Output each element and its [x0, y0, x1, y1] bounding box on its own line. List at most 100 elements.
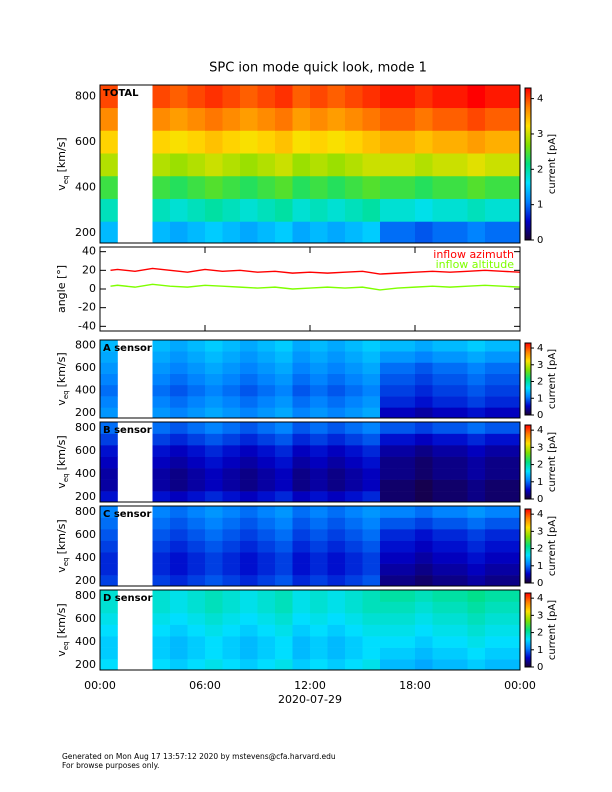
cell	[415, 153, 433, 177]
cell	[485, 153, 503, 177]
cell	[152, 647, 171, 660]
cell	[292, 153, 311, 177]
cell	[257, 175, 276, 199]
heatmap	[100, 590, 520, 670]
colorbar-tick-label: 3	[537, 526, 543, 537]
cell	[432, 552, 451, 564]
cell	[100, 340, 118, 352]
y-label-unit: [km/s]	[55, 137, 68, 172]
cell	[415, 636, 433, 648]
cell	[152, 517, 171, 530]
cell	[292, 624, 311, 637]
cell	[310, 422, 328, 434]
cell	[240, 636, 258, 648]
cell	[362, 396, 381, 408]
cell	[100, 433, 118, 446]
cell	[415, 175, 433, 199]
panel-label: C sensor	[103, 509, 151, 520]
cell	[240, 613, 258, 625]
cell	[292, 396, 311, 408]
cell	[257, 613, 276, 625]
cell	[187, 563, 206, 576]
cell	[362, 198, 381, 222]
cell	[502, 613, 520, 625]
colorbar	[524, 87, 532, 241]
cell	[222, 552, 241, 564]
cell	[152, 575, 171, 586]
cell	[205, 624, 223, 637]
cell	[380, 517, 398, 530]
cell	[327, 659, 346, 670]
cell	[187, 552, 206, 564]
cell	[432, 433, 451, 446]
cell	[415, 445, 433, 457]
cell	[502, 396, 520, 408]
cell	[170, 506, 188, 518]
cell	[485, 422, 503, 434]
y-axis-label: veq [km/s]	[55, 603, 70, 656]
cell	[380, 590, 398, 602]
y-tick-label: 400	[75, 635, 96, 648]
cell	[327, 552, 346, 564]
cell	[380, 373, 398, 386]
cell	[397, 351, 416, 363]
cell	[292, 221, 311, 243]
colorbar-tick-label: 0	[537, 494, 543, 505]
cell	[205, 552, 223, 564]
cell	[292, 175, 311, 199]
cell	[187, 433, 206, 446]
cell	[450, 221, 468, 243]
cell	[170, 340, 188, 352]
cell	[502, 433, 520, 446]
cell	[397, 529, 416, 541]
cell	[187, 491, 206, 502]
cell	[100, 456, 118, 469]
cell	[310, 540, 328, 553]
cell	[187, 468, 206, 480]
cell	[327, 468, 346, 480]
cell	[432, 130, 451, 154]
cell	[362, 506, 381, 518]
cell	[327, 351, 346, 363]
cell	[152, 540, 171, 553]
cell	[170, 85, 188, 109]
cell	[380, 396, 398, 408]
cell	[327, 340, 346, 352]
cell	[415, 540, 433, 553]
cell	[275, 479, 293, 492]
cell	[450, 456, 468, 469]
cell	[327, 85, 346, 109]
cell	[362, 517, 381, 530]
cell	[327, 590, 346, 602]
cell	[502, 563, 520, 576]
cell	[292, 636, 311, 648]
cell	[205, 407, 223, 418]
colorbar	[524, 508, 532, 584]
cell	[485, 175, 503, 199]
cell	[275, 407, 293, 418]
cell	[450, 433, 468, 446]
cell	[415, 407, 433, 418]
cell	[275, 340, 293, 352]
cell	[205, 130, 223, 154]
cell	[432, 624, 451, 637]
cell	[467, 590, 486, 602]
cell	[100, 659, 118, 670]
cell	[292, 433, 311, 446]
cell	[275, 575, 293, 586]
cell	[222, 407, 241, 418]
cell	[170, 407, 188, 418]
frame	[99, 339, 521, 419]
colorbar-tick-label: 2	[537, 164, 543, 175]
y-tick-label: 200	[75, 490, 96, 503]
cell	[397, 613, 416, 625]
cell	[327, 529, 346, 541]
cell	[310, 601, 328, 614]
cell	[345, 506, 363, 518]
cell	[275, 351, 293, 363]
cell	[292, 517, 311, 530]
cell	[170, 153, 188, 177]
cell	[502, 479, 520, 492]
cell	[502, 198, 520, 222]
cell	[275, 590, 293, 602]
